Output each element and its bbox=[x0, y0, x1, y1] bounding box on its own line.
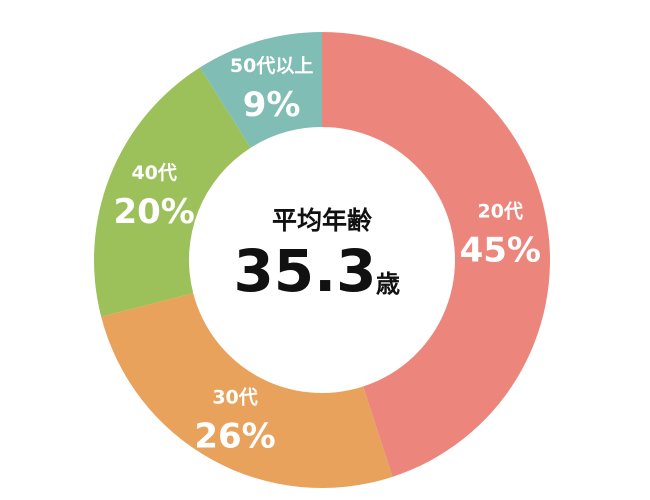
center-label: 平均年齢 bbox=[272, 206, 372, 235]
slices bbox=[93, 32, 550, 488]
slice-value-label: 45% bbox=[460, 230, 541, 270]
donut-slice bbox=[322, 32, 550, 477]
slice-value-label: 9% bbox=[243, 85, 301, 125]
slice-category: 20代 bbox=[478, 200, 523, 222]
slice-category: 40代 bbox=[131, 162, 176, 184]
slice-category: 50代以上 bbox=[230, 55, 313, 77]
slice-value-label: 26% bbox=[194, 417, 275, 457]
center-unit: 歳 bbox=[376, 270, 400, 298]
slice-value-label: 20% bbox=[113, 192, 194, 232]
donut-slice bbox=[101, 293, 393, 488]
center-value: 35.3 bbox=[233, 237, 376, 305]
donut-slice bbox=[93, 67, 251, 317]
donut-slice bbox=[199, 32, 322, 148]
slice-category: 30代 bbox=[212, 387, 257, 409]
